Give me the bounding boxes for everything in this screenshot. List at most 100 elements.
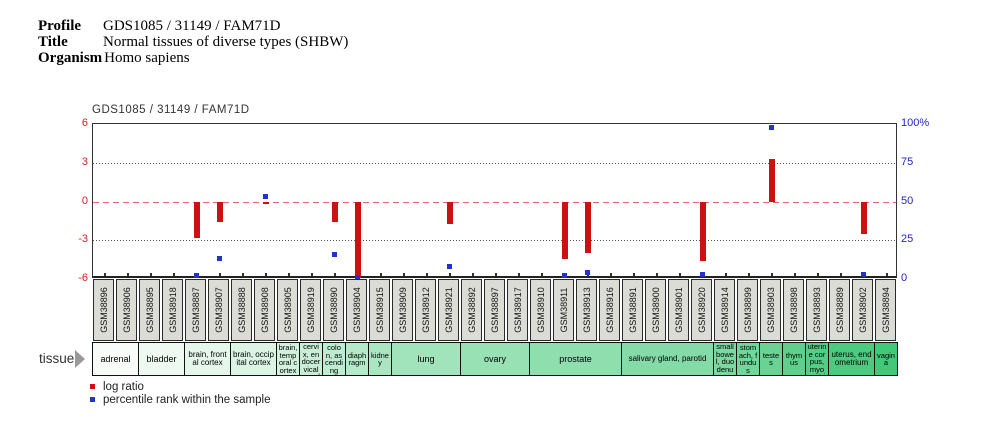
sample-label: GSM38897	[489, 287, 500, 333]
tissue-cell-diaphragm: diaphragm	[345, 342, 369, 376]
column-tick	[770, 273, 773, 276]
right-axis-label-50: 50	[901, 194, 914, 207]
tissue-cell-kidney: kidney	[368, 342, 392, 376]
right-axis-label-25: 25	[901, 233, 914, 246]
sample-label: GSM38903	[765, 287, 776, 333]
left-axis-label--3: -3	[78, 233, 88, 246]
log-ratio-legend-label: log ratio	[103, 381, 144, 393]
sample-label: GSM38890	[328, 287, 339, 333]
log-ratio-bar-GSM38913	[584, 201, 591, 253]
column-tick	[333, 273, 336, 276]
sample-label: GSM38889	[834, 287, 845, 333]
tissue-cell-ovary: ovary	[460, 342, 530, 376]
sample-label: GSM38917	[512, 287, 523, 333]
left-axis-label--6: -6	[78, 272, 88, 284]
sample-box-GSM38920: GSM38920	[691, 279, 712, 341]
sample-label: GSM38902	[857, 287, 868, 333]
sample-label: GSM38899	[742, 287, 753, 333]
sample-label: GSM38887	[190, 287, 201, 333]
sample-label: GSM38905	[282, 287, 293, 333]
tissue-cell-brain-occipital-cortex: brain, occipital cortex	[230, 342, 277, 376]
column-tick	[839, 273, 842, 276]
column-tick	[609, 273, 612, 276]
column-tick	[103, 273, 106, 276]
tissue-cell-uterus-endometrium: uterus, endometrium	[828, 342, 875, 376]
column-tick	[885, 273, 888, 276]
profile-header: Profile GDS1085 / 31149 / FAM71D Title Nor…	[38, 18, 348, 66]
tissue-row-label: tissue	[39, 351, 75, 366]
profile-value: GDS1085 / 31149 / FAM71D	[103, 18, 281, 34]
zero-line	[93, 201, 896, 203]
sample-label: GSM38896	[98, 287, 109, 333]
sample-box-GSM38908: GSM38908	[254, 279, 275, 341]
organism-value: Homo sapiens	[104, 50, 190, 66]
sample-label: GSM38909	[397, 287, 408, 333]
column-tick	[471, 273, 474, 276]
tissue-cell-adrenal: adrenal	[92, 342, 139, 376]
column-tick	[149, 273, 152, 276]
sample-box-GSM38899: GSM38899	[737, 279, 758, 341]
percentile-marker-GSM38913	[585, 270, 590, 276]
sample-box-GSM38911: GSM38911	[553, 279, 574, 341]
sample-box-GSM38897: GSM38897	[484, 279, 505, 341]
organism-label: Organism	[38, 50, 103, 66]
sample-box-GSM38887: GSM38887	[185, 279, 206, 341]
log-ratio-bar-GSM38887	[193, 201, 200, 238]
column-tick	[678, 273, 681, 276]
sample-label: GSM38894	[880, 287, 891, 333]
log-ratio-bar-GSM38903	[768, 158, 775, 202]
right-axis-label-75: 75	[901, 155, 914, 168]
column-tick	[816, 273, 819, 276]
percentile-marker-GSM38903	[769, 124, 774, 130]
gridline--3	[93, 240, 896, 242]
profile-label: Profile	[38, 18, 82, 34]
column-tick	[448, 273, 451, 276]
left-axis-label-6: 6	[81, 117, 88, 129]
tissue-cell-thymus: thymus	[782, 342, 806, 376]
sample-label: GSM38912	[420, 287, 431, 333]
sample-label: GSM38916	[604, 287, 615, 333]
sample-box-GSM38909: GSM38909	[392, 279, 413, 341]
tissue-cell-testes: testes	[759, 342, 783, 376]
tissue-cell-vagina: vagina	[874, 342, 898, 376]
sample-label: GSM38915	[374, 287, 385, 333]
column-tick	[724, 273, 727, 276]
log-ratio-bar-GSM38904	[354, 201, 361, 278]
sample-box-GSM38893: GSM38893	[806, 279, 827, 341]
log-ratio-bar-GSM38902	[860, 201, 867, 235]
sample-box-GSM38898: GSM38898	[783, 279, 804, 341]
sample-label: GSM38893	[811, 287, 822, 333]
column-tick	[793, 273, 796, 276]
sample-box-GSM38904: GSM38904	[346, 279, 367, 341]
tissue-cell-cervix-endocervical-canal: cervix, endocervical canal	[299, 342, 323, 376]
sample-label: GSM38914	[719, 287, 730, 333]
sample-box-GSM38916: GSM38916	[599, 279, 620, 341]
sample-box-GSM38919: GSM38919	[300, 279, 321, 341]
sample-box-GSM38910: GSM38910	[530, 279, 551, 341]
sample-label: GSM38908	[259, 287, 270, 333]
tissue-cell-prostate: prostate	[529, 342, 622, 376]
percentile-marker-GSM38902	[861, 271, 866, 277]
log-ratio-bar-GSM38920	[699, 201, 706, 261]
percentile-marker-GSM38921	[447, 264, 452, 270]
sample-label: GSM38921	[443, 287, 454, 333]
sample-box-GSM38921: GSM38921	[438, 279, 459, 341]
percentile-rank-legend-label: percentile rank within the sample	[103, 394, 271, 406]
column-tick	[287, 273, 290, 276]
column-tick	[402, 273, 405, 276]
sample-label: GSM38907	[213, 287, 224, 333]
column-tick	[264, 273, 267, 276]
tissue-cell-small-bowel-duodenum: small bowel, duodenum	[713, 342, 737, 376]
sample-box-GSM38905: GSM38905	[277, 279, 298, 341]
sample-label: GSM38891	[627, 287, 638, 333]
tissue-cell-bladder: bladder	[138, 342, 185, 376]
chart-title: GDS1085 / 31149 / FAM71D	[92, 104, 250, 116]
sample-box-GSM38888: GSM38888	[231, 279, 252, 341]
sample-box-GSM38891: GSM38891	[622, 279, 643, 341]
sample-label: GSM38910	[535, 287, 546, 333]
sample-box-GSM38914: GSM38914	[714, 279, 735, 341]
header-row-organism: Organism Homo sapiens	[38, 50, 348, 66]
sample-label: GSM38901	[673, 287, 684, 333]
column-tick	[172, 273, 175, 276]
